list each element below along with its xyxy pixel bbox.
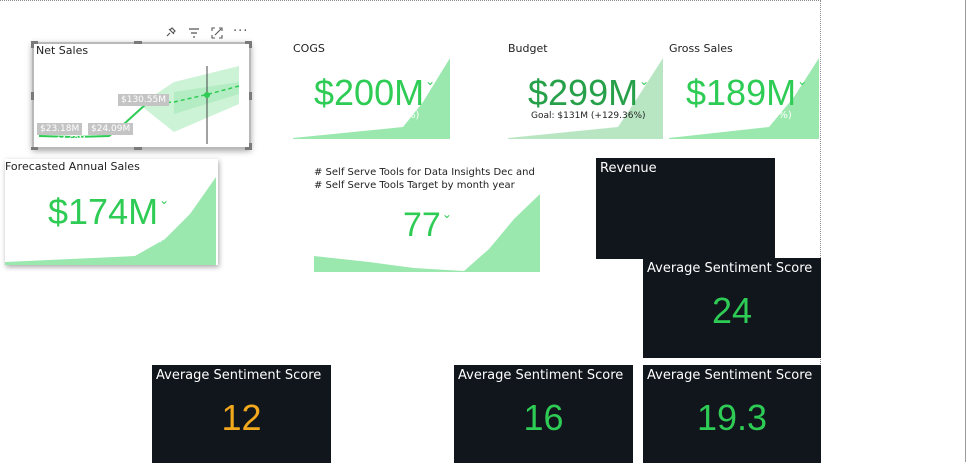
cogs-card[interactable]: COGS $200M⌄ %) xyxy=(293,42,450,139)
resize-handle[interactable] xyxy=(134,147,142,150)
cogs-goal-partial: %) xyxy=(406,110,420,121)
cogs-title: COGS xyxy=(293,42,325,55)
self-serve-tools-card[interactable]: # Self Serve Tools for Data Insights Dec… xyxy=(314,164,541,272)
budget-trend-area xyxy=(508,58,663,139)
scrollbar[interactable] xyxy=(965,0,966,462)
chevron-icon: ⌄ xyxy=(159,193,170,207)
sentiment-score-title: Average Sentiment Score xyxy=(458,368,624,383)
pin-icon[interactable] xyxy=(164,27,176,42)
resize-handle[interactable] xyxy=(249,143,252,150)
resize-handle[interactable] xyxy=(245,147,252,150)
gross-sales-trend-area xyxy=(669,58,819,139)
chevron-icon: ⌄ xyxy=(425,74,436,88)
gross-sales-card[interactable]: Gross Sales $189M⌄ 3%) xyxy=(669,42,819,139)
sentiment-score-value: 16 xyxy=(523,397,564,438)
revenue-card[interactable]: Revenue xyxy=(596,158,775,259)
chevron-icon: ⌄ xyxy=(797,74,808,88)
self-serve-tools-value: 77⌄ xyxy=(403,206,452,244)
chevron-icon: ⌄ xyxy=(441,207,452,221)
sentiment-score-value: 19.3 xyxy=(696,397,768,438)
forecast-goal-partial: ) xyxy=(159,233,163,244)
sentiment-score-value: 12 xyxy=(221,397,262,438)
resize-handle[interactable] xyxy=(31,41,34,48)
net-sales-visual[interactable]: Net Sales $130.55M $23.18M $24.09M $4.69… xyxy=(31,41,252,150)
sentiment-score-card[interactable]: Average Sentiment Score 16 xyxy=(454,365,633,463)
resize-handle[interactable] xyxy=(249,92,252,100)
gross-sales-goal-partial: 3%) xyxy=(772,110,792,121)
resize-handle[interactable] xyxy=(31,147,38,150)
budget-value: $299M⌄ xyxy=(528,72,650,113)
forecast-trend-area xyxy=(5,177,216,265)
budget-goal: Goal: $131M (+129.36%) xyxy=(531,111,646,121)
gross-sales-value: $189M⌄ xyxy=(686,72,808,113)
budget-title: Budget xyxy=(508,42,548,55)
cogs-trend-area xyxy=(293,58,450,139)
report-canvas: Net Sales $130.55M $23.18M $24.09M $4.69… xyxy=(0,0,821,463)
more-options-icon[interactable]: ··· xyxy=(233,24,249,39)
revenue-title: Revenue xyxy=(600,161,657,176)
gross-sales-title: Gross Sales xyxy=(669,42,733,55)
sentiment-score-title: Average Sentiment Score xyxy=(647,368,813,383)
resize-handle[interactable] xyxy=(134,41,142,44)
focus-mode-icon[interactable] xyxy=(211,27,223,42)
forecast-title: Forecasted Annual Sales xyxy=(5,160,140,173)
net-sales-label-1: $130.55M xyxy=(118,94,169,106)
net-sales-label-2: $23.18M xyxy=(37,123,83,135)
net-sales-label-4: $4.69M xyxy=(56,135,86,144)
sentiment-score-title: Average Sentiment Score xyxy=(647,261,813,276)
forecast-value: $174M⌄ xyxy=(48,191,170,232)
resize-handle[interactable] xyxy=(245,41,252,44)
filter-icon[interactable] xyxy=(188,27,200,42)
resize-handle[interactable] xyxy=(249,41,252,48)
sentiment-score-card[interactable]: Average Sentiment Score 12 xyxy=(152,365,331,463)
self-serve-tools-trend-area xyxy=(314,194,540,272)
net-sales-title: Net Sales xyxy=(36,44,89,57)
sentiment-score-card[interactable]: Average Sentiment Score 24 xyxy=(643,258,821,358)
resize-handle[interactable] xyxy=(31,41,38,44)
resize-handle[interactable] xyxy=(31,92,34,100)
budget-card[interactable]: Budget $299M⌄ Goal: $131M (+129.36%) xyxy=(508,42,663,139)
sentiment-score-title: Average Sentiment Score xyxy=(156,368,322,383)
cogs-value: $200M⌄ xyxy=(314,72,436,113)
net-sales-label-3: $24.09M xyxy=(88,123,134,135)
chevron-icon: ⌄ xyxy=(639,74,650,88)
forecast-card[interactable]: Forecasted Annual Sales $174M⌄ ) xyxy=(5,159,218,265)
sentiment-score-value: 24 xyxy=(711,290,753,331)
sentiment-score-card[interactable]: Average Sentiment Score 19.3 xyxy=(643,365,821,463)
self-serve-tools-title: # Self Serve Tools for Data Insights Dec… xyxy=(314,167,535,191)
